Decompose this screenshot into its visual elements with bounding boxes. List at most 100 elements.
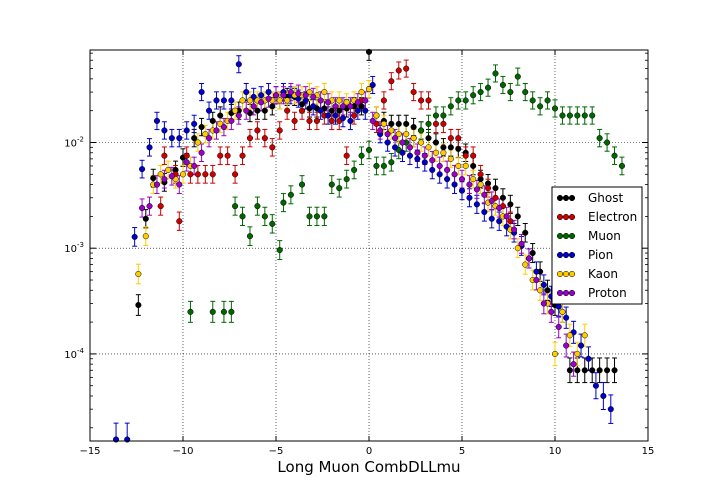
y-tick-labels: 10-4 10-3 10-2 xyxy=(64,135,84,360)
data-point xyxy=(418,139,425,146)
data-point xyxy=(514,245,521,252)
data-point xyxy=(477,181,484,188)
data-point xyxy=(276,247,283,254)
data-point xyxy=(414,149,421,156)
data-point xyxy=(373,112,380,119)
data-point xyxy=(202,131,209,138)
data-point xyxy=(265,95,272,102)
legend-marker xyxy=(568,194,576,202)
data-point xyxy=(544,287,551,294)
data-point xyxy=(440,112,447,119)
data-point xyxy=(131,233,138,240)
data-point xyxy=(451,171,458,178)
data-point xyxy=(473,201,480,208)
data-point xyxy=(373,162,380,169)
data-point xyxy=(403,131,410,138)
x-tick-label: −5 xyxy=(269,446,284,457)
data-point xyxy=(537,103,544,110)
data-point xyxy=(410,124,417,131)
data-point xyxy=(313,213,320,220)
data-point xyxy=(291,117,298,124)
data-point xyxy=(458,176,466,183)
data-point xyxy=(559,308,566,315)
data-point xyxy=(507,89,514,96)
data-point xyxy=(477,171,484,178)
data-point xyxy=(548,308,555,315)
legend-marker xyxy=(562,194,570,202)
data-point xyxy=(589,112,596,119)
data-point xyxy=(325,99,332,106)
data-point xyxy=(540,300,547,307)
data-point xyxy=(421,159,428,166)
data-point xyxy=(403,65,410,72)
data-point xyxy=(581,332,588,339)
data-point xyxy=(574,350,581,357)
data-point xyxy=(470,162,477,169)
data-point xyxy=(209,308,216,315)
data-point xyxy=(298,181,306,188)
data-point xyxy=(191,135,198,142)
data-point xyxy=(336,185,343,192)
legend-marker xyxy=(568,289,576,297)
data-point xyxy=(611,152,618,159)
data-point xyxy=(276,97,283,104)
data-point xyxy=(458,187,466,194)
x-tick-label: 0 xyxy=(366,446,372,457)
data-point xyxy=(191,120,198,127)
data-point xyxy=(250,93,257,100)
data-point xyxy=(153,181,161,188)
data-point xyxy=(205,135,213,142)
data-point xyxy=(243,107,250,114)
data-point xyxy=(339,103,347,110)
data-point xyxy=(351,112,358,119)
data-point xyxy=(336,97,343,104)
data-point xyxy=(522,89,529,96)
data-point xyxy=(522,261,529,268)
data-point xyxy=(410,89,417,96)
legend-marker xyxy=(556,213,564,221)
x-axis-label: Long Muon CombDLLmu xyxy=(277,458,460,476)
data-point xyxy=(194,171,201,178)
data-point xyxy=(425,120,432,127)
data-point xyxy=(581,367,588,374)
data-point xyxy=(388,159,395,166)
data-point xyxy=(306,213,313,220)
data-point xyxy=(551,350,559,357)
data-point xyxy=(332,103,339,110)
data-point xyxy=(462,162,469,169)
data-point xyxy=(269,220,276,227)
data-point xyxy=(425,144,432,151)
data-point xyxy=(484,185,492,192)
data-point xyxy=(258,92,265,99)
data-point xyxy=(165,166,172,173)
data-point xyxy=(484,84,492,91)
data-point xyxy=(336,107,343,114)
data-point xyxy=(470,152,477,159)
legend-label: Electron xyxy=(588,210,637,224)
data-point xyxy=(198,89,205,96)
data-point xyxy=(254,203,261,210)
legend-label: Kaon xyxy=(588,267,618,281)
data-point xyxy=(525,255,533,262)
data-point xyxy=(161,127,168,134)
data-point xyxy=(354,99,361,106)
data-point xyxy=(287,89,294,96)
data-point xyxy=(369,117,376,124)
data-point xyxy=(455,162,462,169)
data-point xyxy=(250,103,257,110)
data-point xyxy=(440,144,447,151)
legend-marker xyxy=(562,213,570,221)
data-point xyxy=(391,144,399,151)
data-point xyxy=(347,103,354,110)
legend-marker xyxy=(556,251,564,259)
data-point xyxy=(183,159,190,166)
data-point xyxy=(302,92,309,99)
data-point xyxy=(436,171,443,178)
data-point xyxy=(537,287,544,294)
data-point xyxy=(347,117,354,124)
data-point xyxy=(473,186,480,193)
data-point xyxy=(444,176,451,183)
data-point xyxy=(503,213,510,220)
data-point xyxy=(492,185,499,192)
data-point xyxy=(228,308,235,315)
